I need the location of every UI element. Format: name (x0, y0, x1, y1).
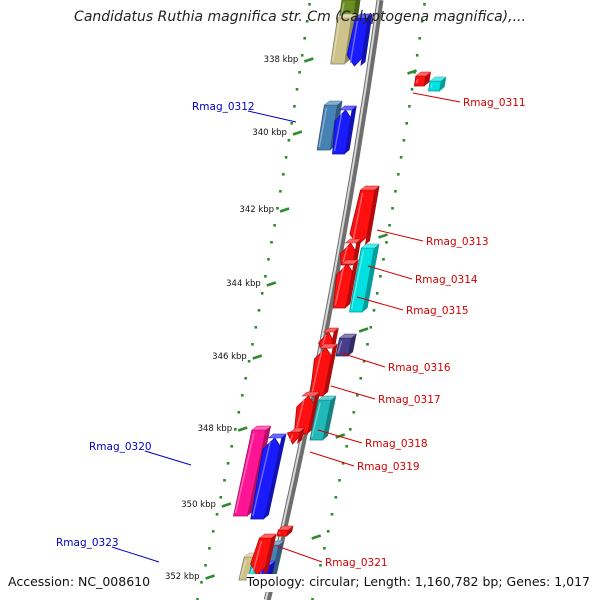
gene-blue-0312b[interactable] (332, 105, 358, 155)
genome-backbone-highlight (264, 0, 380, 600)
gene-slate-0316[interactable] (335, 333, 358, 357)
gene-label-rmag_0317[interactable]: Rmag_0317 (330, 385, 441, 406)
gene-label-rmag_0316[interactable]: Rmag_0316 (340, 352, 451, 374)
accession-text: Accession: NC_008610 (8, 574, 151, 592)
svg-text:Rmag_0319: Rmag_0319 (357, 461, 420, 473)
scale-tick (221, 502, 232, 508)
gene-red-0313[interactable] (349, 185, 381, 246)
svg-text:Rmag_0318: Rmag_0318 (365, 438, 428, 450)
gene-label-rmag_0321[interactable]: Rmag_0321 (276, 545, 388, 569)
gene-label-rmag_0314[interactable]: Rmag_0314 (367, 265, 478, 286)
svg-text:Rmag_0312: Rmag_0312 (192, 101, 255, 113)
svg-text:Rmag_0315: Rmag_0315 (406, 305, 469, 317)
genome-backbone (263, 0, 384, 600)
gene-label-rmag_0311[interactable]: Rmag_0311 (412, 92, 526, 109)
scale-tick (303, 57, 314, 63)
outer-ring-dots (196, 3, 311, 600)
gene-red-0317[interactable] (309, 343, 339, 397)
gene-red-0321b[interactable] (250, 533, 278, 576)
gene-label-rmag_0313[interactable]: Rmag_0313 (376, 229, 489, 248)
scale-tick (205, 574, 215, 580)
gene-red-0318[interactable] (293, 391, 321, 435)
gene-teal-0319[interactable] (309, 395, 337, 441)
scale-tick (252, 354, 263, 360)
scale-tick-minor (311, 534, 322, 540)
gene-label-rmag_0320[interactable]: Rmag_0320 (89, 441, 192, 466)
scale-tick-minor (358, 327, 369, 333)
scale-label: 348 kbp (198, 424, 233, 434)
gene-cyan-0314[interactable] (349, 243, 381, 313)
svg-text:Rmag_0316: Rmag_0316 (388, 362, 451, 374)
scale-tick (237, 426, 248, 432)
gene-blue-0320b[interactable] (250, 433, 288, 520)
gene-red-0318b[interactable] (286, 427, 306, 445)
gene-red-0321[interactable] (276, 525, 295, 537)
scale-label: 346 kbp (212, 352, 247, 362)
svg-text:Rmag_0313: Rmag_0313 (426, 236, 489, 248)
gene-label-rmag_0319[interactable]: Rmag_0319 (309, 451, 420, 473)
scale-tick (266, 281, 277, 287)
gene-label-rmag_0318[interactable]: Rmag_0318 (317, 429, 428, 450)
gene-label-rmag_0315[interactable]: Rmag_0315 (356, 296, 469, 317)
gene-cyan-0311[interactable] (428, 76, 447, 92)
svg-text:Rmag_0321: Rmag_0321 (325, 557, 388, 569)
gene-blue-top[interactable] (346, 13, 374, 67)
svg-text:Rmag_0323: Rmag_0323 (56, 537, 119, 549)
scale-label: 340 kbp (252, 128, 287, 138)
scale-tick (279, 207, 290, 213)
gene-red-0311[interactable] (413, 71, 432, 87)
scale-label: 342 kbp (239, 205, 274, 215)
svg-text:Rmag_0320: Rmag_0320 (89, 441, 152, 453)
scale-label: 352 kbp (165, 572, 200, 582)
gene-label-rmag_0312[interactable]: Rmag_0312 (192, 101, 297, 123)
gene-red-0313b[interactable] (339, 238, 362, 266)
scale-tick-minor (335, 433, 346, 439)
svg-text:Rmag_0311: Rmag_0311 (463, 97, 526, 109)
scale-tick (292, 130, 303, 136)
svg-text:Rmag_0314: Rmag_0314 (415, 274, 478, 286)
scale-label: 344 kbp (226, 279, 261, 289)
scale-label: 338 kbp (264, 55, 299, 65)
scale-tick-minor (407, 69, 417, 75)
scale-label: 350 kbp (181, 500, 216, 510)
topology-text: Topology: circular; Length: 1,160,782 bp… (246, 574, 590, 592)
scale-tick-minor (378, 233, 388, 239)
map-title: Candidatus Ruthia magnifica str. Cm (Cal… (74, 9, 526, 25)
svg-text:Rmag_0317: Rmag_0317 (378, 394, 441, 406)
gene-label-rmag_0323[interactable]: Rmag_0323 (56, 537, 160, 563)
gene-red-0315[interactable] (332, 259, 360, 309)
